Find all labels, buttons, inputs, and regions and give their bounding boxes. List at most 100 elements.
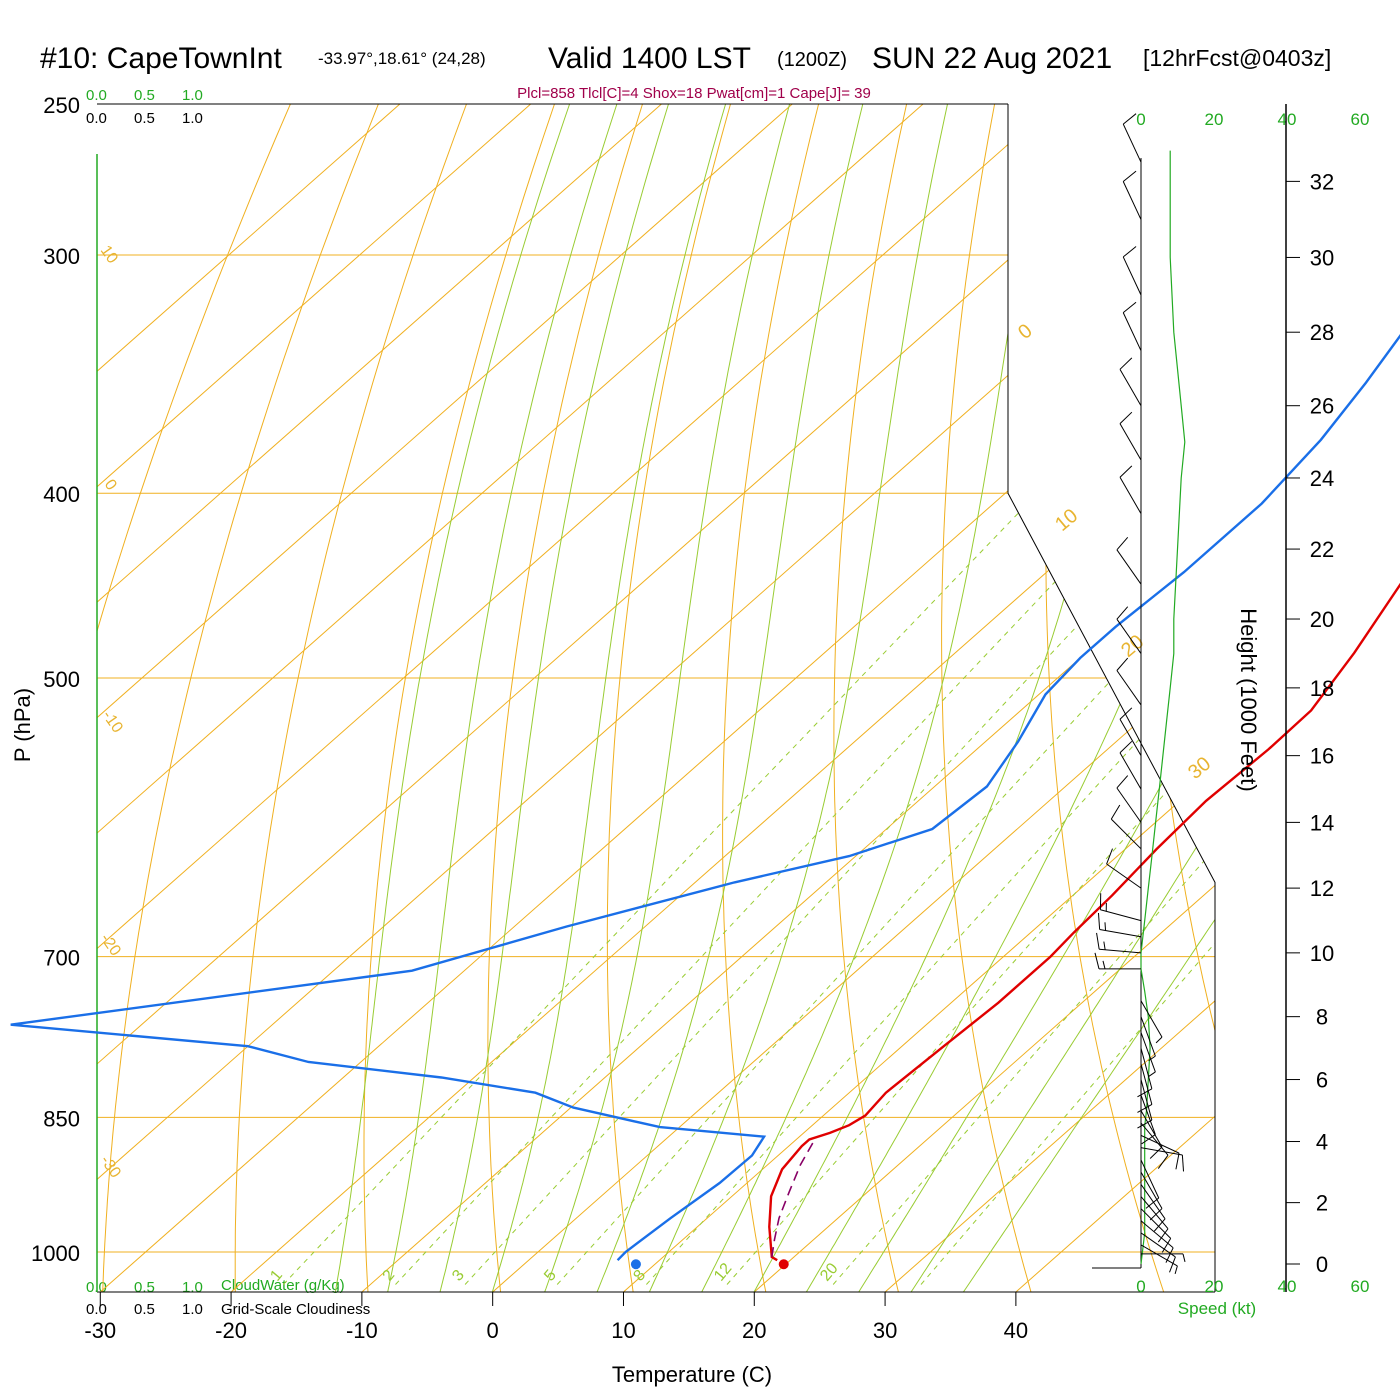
cloud-scale-bottom: 0.0 0.5 1.0 CloudWater (g/Kg) 0.0 0.5 1.…: [86, 1277, 370, 1318]
cloud-scale-bottom-black-2: 1.0: [182, 1301, 203, 1318]
dewpoint-profile: [10, 334, 1400, 1262]
mixing-ratio-line: [395, 492, 1140, 1285]
wind-barb: [1097, 912, 1142, 938]
height-tick-label: 18: [1310, 676, 1334, 701]
cloud-scale-top: 0.0 0.5 1.0 0.0 0.5 1.0: [86, 87, 203, 127]
wind-barb: [1119, 411, 1142, 461]
moist-adiabat-line: [805, 104, 1215, 1292]
mixing-ratio-label: 3: [449, 1267, 468, 1285]
speed-tick-label-top: 40: [1278, 110, 1297, 129]
wind-barb: [1116, 606, 1142, 654]
pressure-tick-label: 300: [43, 244, 80, 269]
height-tick-label: 30: [1310, 245, 1334, 270]
isotherm-label: 10: [1051, 505, 1082, 536]
speed-tick-label-bottom: 0: [1136, 1277, 1145, 1296]
moist-adiabat-line: [439, 104, 669, 1292]
temperature-tick-label: 20: [742, 1318, 766, 1343]
height-tick-label: 20: [1310, 607, 1334, 632]
wind-barb: [1140, 1122, 1169, 1169]
frame-right: [1007, 104, 1216, 1292]
wind-barb: [1137, 1063, 1153, 1113]
isotherm-label: 0: [1014, 320, 1037, 344]
pressure-tick-label: 1000: [31, 1241, 80, 1266]
speed-tick-label-top: 0: [1136, 110, 1145, 129]
moist-adiabat-line: [962, 104, 1215, 1292]
wind-barb: [1140, 1032, 1156, 1077]
moist-adiabat-line: [491, 104, 727, 1292]
wind-barb: [1140, 1244, 1178, 1274]
mixing-ratio-line: [832, 492, 1215, 1285]
wind-barb: [1122, 301, 1142, 351]
plot-frame: [96, 103, 1216, 1293]
parcel-profile: [771, 1141, 815, 1258]
mixing-ratio-line: [726, 492, 1215, 1285]
dry-adiabat-line: [102, 104, 379, 1292]
isotherm-line: [97, 104, 532, 1292]
mixing-ratio-label: 12: [711, 1260, 736, 1285]
mixing-ratio-label: 8: [630, 1267, 649, 1285]
height-tick-label: 22: [1310, 537, 1334, 562]
wind-barb: [1140, 1159, 1160, 1209]
height-axis-label: Height (1000 Feet): [1236, 608, 1261, 791]
dry-adiabat-label: -10: [99, 708, 126, 737]
wind-barb: [1137, 1079, 1153, 1129]
dry-adiabat-line: [606, 104, 731, 1292]
temperature-tick-label: 10: [611, 1318, 635, 1343]
height-tick-label: 14: [1310, 810, 1334, 835]
wind-barb: [1140, 1184, 1166, 1232]
cloud-scale-top-black-0: 0.0: [86, 110, 107, 127]
isotherm-line: [97, 104, 662, 1292]
height-tick-label: 26: [1310, 394, 1334, 419]
temperature-tick-label: -20: [215, 1318, 247, 1343]
mixing-ratio-line: [556, 492, 1215, 1285]
dry-adiabat-label: 0: [101, 477, 120, 494]
x-axis-label: Temperature (C): [612, 1362, 772, 1387]
title-station: #10: CapeTownInt: [40, 42, 282, 75]
isotherm-line: [97, 104, 793, 1292]
stability-indices: Plcl=858 Tlcl[C]=4 Shox=18 Pwat[cm]=1 Ca…: [517, 85, 871, 102]
isotherm-line: [97, 104, 924, 1292]
pressure-tick-label: 250: [43, 93, 80, 118]
wind-barb: [1122, 113, 1142, 163]
dry-adiabat-line: [234, 104, 467, 1292]
isotherm-line: [99, 104, 1215, 1292]
wind-barb: [1140, 1208, 1172, 1253]
wind-barb: [1140, 1196, 1169, 1243]
temperature-tick-label: -10: [346, 1318, 378, 1343]
y-axis-label: P (hPa): [10, 688, 35, 762]
wind-barb: [1140, 1232, 1176, 1273]
wind-barb: [1094, 952, 1141, 970]
isotherm-line: [491, 104, 1215, 1292]
sounding-profiles: [10, 334, 1400, 1270]
wind-barb: [1116, 537, 1142, 585]
wind-barb: [1096, 932, 1142, 954]
pressure-tick-label: 500: [43, 667, 80, 692]
isotherm-line: [884, 104, 1215, 1292]
moist-adiabat-line: [910, 104, 1215, 1292]
wind-barb: [1106, 848, 1142, 889]
height-tick-label: 32: [1310, 169, 1334, 194]
moist-adiabat-line: [544, 104, 791, 1292]
mixing-ratio-label: 2: [380, 1267, 399, 1285]
wind-barb: [1140, 1171, 1163, 1221]
wind-barb: [1140, 1110, 1163, 1159]
title-forecast: [12hrFcst@0403z]: [1143, 45, 1331, 71]
moist-adiabat-line: [858, 104, 1215, 1292]
height-tick-label: 4: [1316, 1130, 1328, 1155]
height-tick-label: 2: [1316, 1191, 1328, 1216]
dry-adiabat-line: [487, 104, 643, 1292]
cloud-scale-top-green-0: 0.0: [86, 87, 107, 104]
isotherm-line: [97, 104, 1055, 1292]
wind-barb: [1140, 1000, 1163, 1044]
dry-adiabat-line: [1340, 104, 1400, 1292]
wind-barb: [1110, 804, 1142, 850]
height-tick-label: 10: [1310, 941, 1334, 966]
height-tick-label: 0: [1316, 1252, 1328, 1277]
moist-adiabat-line: [596, 104, 864, 1292]
wind-barb: [1137, 1048, 1153, 1098]
mixing-ratio-line: [464, 492, 1203, 1285]
moist-adiabat-line: [701, 104, 1048, 1292]
pressure-tick-label: 400: [43, 482, 80, 507]
